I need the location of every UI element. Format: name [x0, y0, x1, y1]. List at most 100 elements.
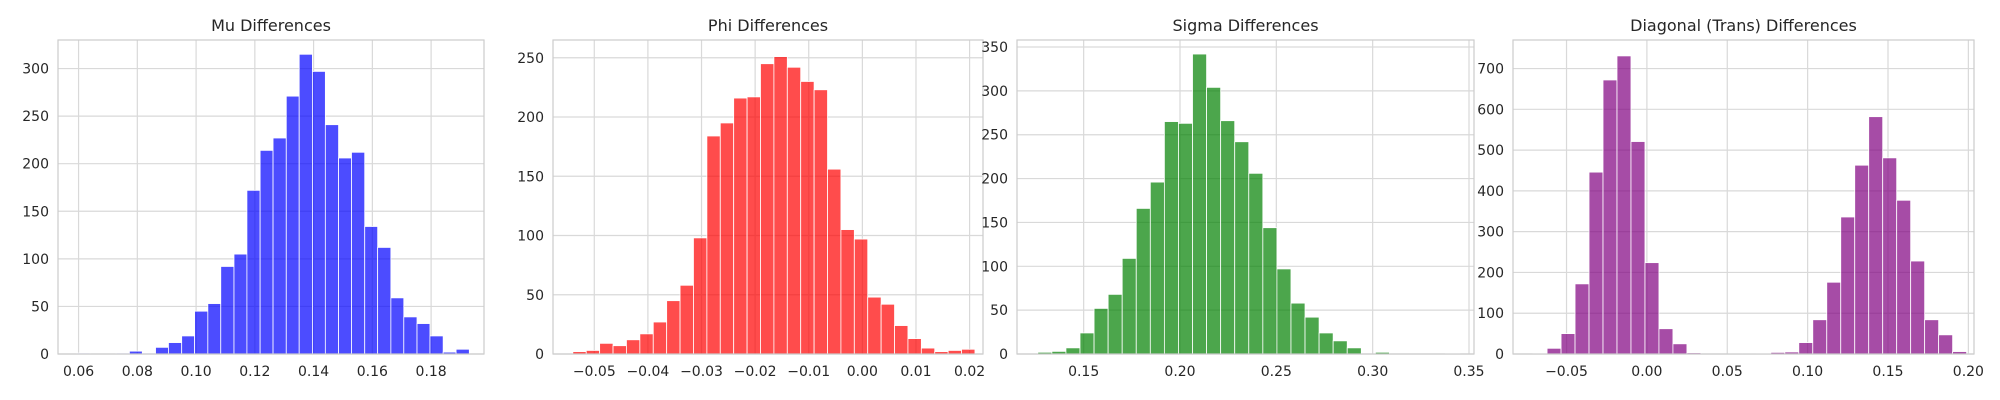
- x-tick-label: −0.02: [734, 364, 777, 380]
- y-tick-label: 250: [22, 109, 49, 125]
- histogram-bar: [338, 157, 352, 355]
- y-tick-label: 0: [1495, 347, 1504, 363]
- histogram-bar: [1560, 333, 1576, 355]
- histogram-bar: [679, 284, 694, 355]
- histogram-bar: [168, 342, 183, 355]
- histogram-bar: [1588, 171, 1604, 355]
- histogram-bar: [773, 56, 788, 355]
- histogram-bar: [1248, 172, 1264, 355]
- histogram-bar: [1882, 157, 1898, 355]
- histogram-bar: [1826, 281, 1842, 355]
- histogram-bar: [786, 66, 802, 355]
- histogram-bar: [867, 296, 882, 355]
- histogram-bar: [894, 325, 909, 355]
- y-tick-label: 50: [31, 299, 49, 315]
- x-tick-label: 0.00: [1631, 364, 1662, 380]
- histogram-bar: [351, 151, 366, 355]
- histogram-bar: [853, 238, 869, 355]
- histogram-bar: [746, 96, 761, 355]
- histogram-bar: [1079, 332, 1095, 355]
- y-tick-label: 0: [40, 347, 49, 363]
- histogram-bar: [1135, 208, 1151, 355]
- y-tick-label: 600: [1477, 102, 1504, 118]
- chart-title: Diagonal (Trans) Differences: [1630, 16, 1857, 35]
- histogram-bar: [1234, 141, 1250, 355]
- histogram-bar: [429, 335, 444, 355]
- y-tick-label: 200: [22, 157, 49, 173]
- histogram-bar: [599, 342, 614, 355]
- histogram-bar: [1546, 347, 1562, 355]
- histogram-bar: [800, 81, 815, 355]
- histogram-bar: [840, 229, 855, 355]
- histogram-bar: [1346, 347, 1362, 355]
- histogram-bar: [652, 321, 668, 355]
- histogram-bar: [1220, 120, 1236, 355]
- x-tick-label: 0.05: [1712, 364, 1743, 380]
- histogram-bar: [1276, 268, 1292, 355]
- x-tick-label: 0.10: [1792, 364, 1823, 380]
- histogram-bar: [272, 137, 287, 355]
- histogram-bar: [233, 253, 248, 355]
- x-tick-label: 0.20: [1164, 364, 1195, 380]
- histogram-bar: [693, 237, 708, 355]
- histogram-bar: [1318, 332, 1334, 355]
- histogram-bar: [827, 168, 842, 355]
- histogram-bar: [220, 266, 235, 355]
- histogram-bar: [403, 316, 418, 355]
- y-tick-label: 100: [517, 229, 544, 245]
- histogram-bar: [626, 339, 641, 355]
- histogram-bar: [1304, 316, 1320, 355]
- histogram-bar: [760, 63, 775, 355]
- y-tick-label: 150: [981, 215, 1008, 231]
- y-tick-label: 100: [22, 252, 49, 268]
- histogram-bar: [813, 89, 828, 355]
- y-tick-label: 250: [981, 128, 1008, 144]
- histogram-bar: [194, 310, 209, 355]
- histogram-bar: [1149, 181, 1165, 355]
- axes-frame: [1512, 39, 1975, 355]
- x-tick-label: 0.14: [298, 364, 329, 380]
- x-tick-label: 0.10: [180, 364, 211, 380]
- histogram-bar: [1868, 116, 1884, 355]
- histogram-bar: [207, 303, 222, 355]
- x-tick-label: 0.02: [954, 364, 985, 380]
- x-tick-label: 0.08: [122, 364, 153, 380]
- y-tick-label: 50: [526, 288, 544, 304]
- histogram-bar: [1644, 262, 1660, 355]
- y-tick-label: 100: [981, 259, 1008, 275]
- x-tick-label: 0.30: [1357, 364, 1388, 380]
- x-tick-label: 0.01: [900, 364, 931, 380]
- histogram-bar: [920, 347, 936, 355]
- y-tick-label: 300: [981, 84, 1008, 100]
- histogram-bar: [1924, 319, 1940, 355]
- y-tick-label: 350: [981, 40, 1008, 56]
- histogram-bar: [1163, 121, 1179, 355]
- axes-frame: [552, 39, 984, 355]
- histogram-bar: [1290, 302, 1306, 355]
- histogram-bar: [259, 149, 274, 355]
- histogram-bar: [1602, 79, 1618, 355]
- histogram-bar: [377, 247, 392, 355]
- histogram-bar: [364, 226, 379, 355]
- x-tick-label: 0.15: [1872, 364, 1903, 380]
- x-tick-label: −0.04: [626, 364, 669, 380]
- y-tick-label: 300: [1477, 225, 1504, 241]
- axes-frame: [1016, 39, 1475, 355]
- sigma-differences-panel: 0.15 0.20 0.25 0.30 0.35 0 50 100 150 200 250 300 35…: [981, 16, 1484, 380]
- x-tick-label: 0.18: [416, 364, 447, 380]
- y-tick-label: 200: [981, 172, 1008, 188]
- histogram-bar: [1574, 283, 1590, 355]
- histogram-bar: [390, 297, 405, 355]
- histogram-bar: [612, 345, 627, 355]
- histogram-bar: [1910, 260, 1926, 355]
- y-tick-label: 200: [517, 110, 544, 126]
- histogram-bar: [1840, 216, 1856, 355]
- histogram-bar: [639, 333, 654, 355]
- histogram-bar: [719, 122, 735, 355]
- histogram-bar: [1616, 55, 1632, 355]
- histogram-bar: [246, 189, 261, 355]
- histogram-bar: [1262, 227, 1278, 355]
- x-tick-label: 0.00: [847, 364, 878, 380]
- x-tick-label: 0.25: [1261, 364, 1292, 380]
